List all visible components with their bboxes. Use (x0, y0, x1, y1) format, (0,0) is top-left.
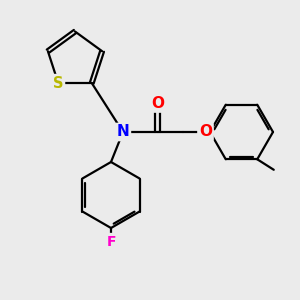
Text: S: S (53, 76, 64, 91)
Text: O: O (199, 124, 212, 140)
Text: F: F (106, 235, 116, 248)
Text: N: N (117, 124, 129, 140)
Text: O: O (151, 96, 164, 111)
